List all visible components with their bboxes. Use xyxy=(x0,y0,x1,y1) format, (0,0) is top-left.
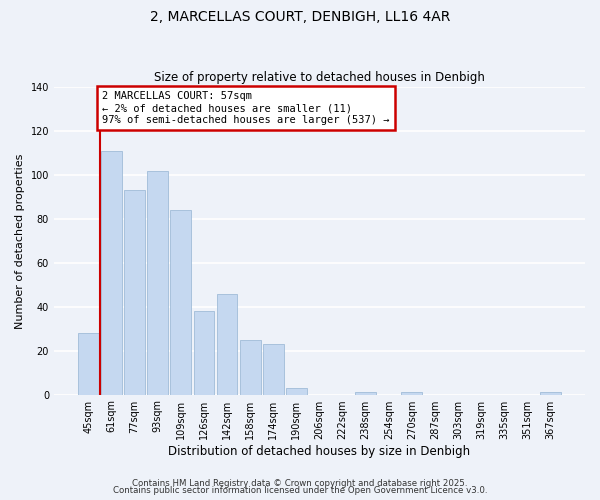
Bar xyxy=(263,344,284,395)
Y-axis label: Number of detached properties: Number of detached properties xyxy=(15,153,25,328)
Text: 2, MARCELLAS COURT, DENBIGH, LL16 4AR: 2, MARCELLAS COURT, DENBIGH, LL16 4AR xyxy=(150,10,450,24)
Text: 2 MARCELLAS COURT: 57sqm
← 2% of detached houses are smaller (11)
97% of semi-de: 2 MARCELLAS COURT: 57sqm ← 2% of detache… xyxy=(103,92,390,124)
Bar xyxy=(101,151,122,394)
Bar xyxy=(217,294,238,394)
Bar xyxy=(124,190,145,394)
X-axis label: Distribution of detached houses by size in Denbigh: Distribution of detached houses by size … xyxy=(169,444,470,458)
Bar xyxy=(286,388,307,394)
Bar xyxy=(148,170,168,394)
Text: Contains HM Land Registry data © Crown copyright and database right 2025.: Contains HM Land Registry data © Crown c… xyxy=(132,478,468,488)
Bar xyxy=(355,392,376,394)
Text: Contains public sector information licensed under the Open Government Licence v3: Contains public sector information licen… xyxy=(113,486,487,495)
Bar xyxy=(401,392,422,394)
Bar xyxy=(540,392,561,394)
Bar xyxy=(170,210,191,394)
Bar xyxy=(194,311,214,394)
Bar xyxy=(78,333,99,394)
Bar xyxy=(240,340,260,394)
Title: Size of property relative to detached houses in Denbigh: Size of property relative to detached ho… xyxy=(154,72,485,85)
